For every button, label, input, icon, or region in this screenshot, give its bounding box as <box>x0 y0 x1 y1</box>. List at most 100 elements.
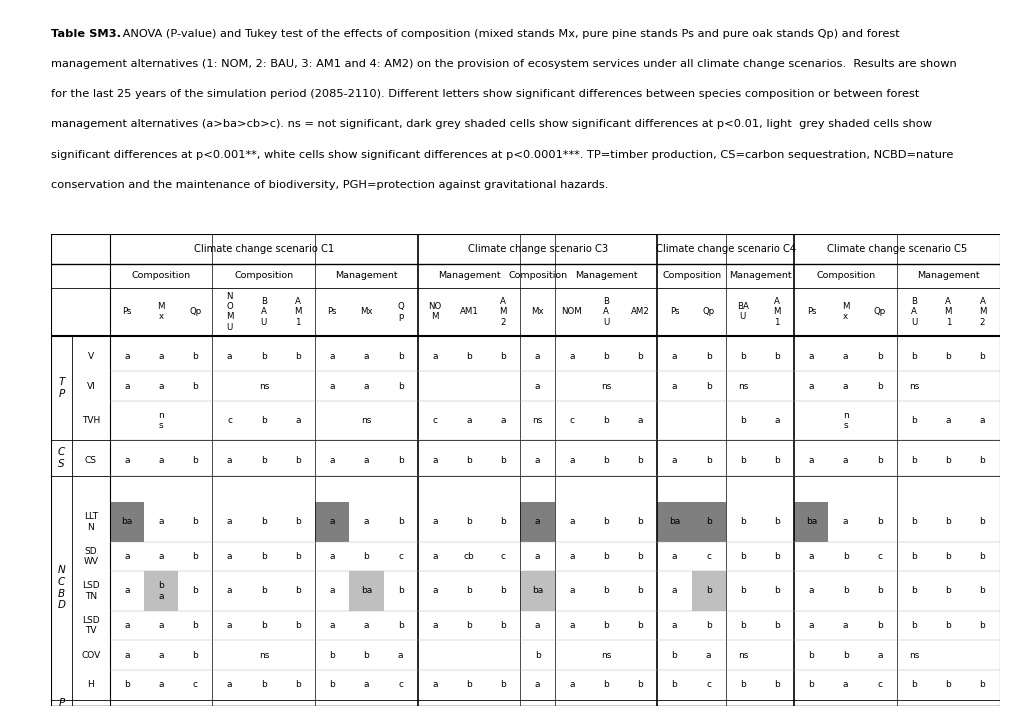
Text: b: b <box>740 416 745 425</box>
Text: b: b <box>773 552 780 561</box>
Text: b: b <box>261 552 266 561</box>
Text: b: b <box>671 680 677 690</box>
Text: b: b <box>193 382 198 390</box>
Text: SD
WV: SD WV <box>84 546 98 566</box>
Bar <box>656 502 691 541</box>
Text: b: b <box>602 621 608 630</box>
Text: b: b <box>945 552 950 561</box>
Text: b: b <box>261 456 266 465</box>
Text: ba: ba <box>361 586 372 595</box>
Text: V: V <box>88 352 94 361</box>
Text: M
x: M x <box>157 302 165 321</box>
Text: a: a <box>158 352 164 361</box>
Bar <box>691 571 726 611</box>
Text: NO
M: NO M <box>428 302 441 321</box>
Text: ba: ba <box>805 518 816 526</box>
Text: b: b <box>397 621 404 630</box>
Text: b: b <box>671 651 677 660</box>
Text: b: b <box>876 352 881 361</box>
Text: b: b <box>466 352 472 361</box>
Text: b: b <box>876 586 881 595</box>
Text: b: b <box>261 586 266 595</box>
Text: Ps: Ps <box>122 307 131 316</box>
Text: b: b <box>294 352 301 361</box>
Text: b: b <box>397 586 404 595</box>
Text: b: b <box>978 680 984 690</box>
Text: a: a <box>569 621 574 630</box>
Text: b: b <box>193 621 198 630</box>
Text: Ps: Ps <box>327 307 336 316</box>
Text: b: b <box>945 586 950 595</box>
Bar <box>794 502 827 541</box>
Bar <box>144 571 178 611</box>
Text: a: a <box>364 518 369 526</box>
Text: b: b <box>602 456 608 465</box>
Text: LSD
TV: LSD TV <box>82 616 100 635</box>
Text: b: b <box>773 680 780 690</box>
Text: a: a <box>397 651 404 660</box>
Text: b: b <box>978 456 984 465</box>
Text: b: b <box>945 621 950 630</box>
Text: LSD
TN: LSD TN <box>82 581 100 600</box>
Text: b: b <box>329 680 335 690</box>
Text: TVH: TVH <box>82 416 100 425</box>
Text: a: a <box>842 518 848 526</box>
Text: ns: ns <box>600 651 610 660</box>
Text: b: b <box>705 586 711 595</box>
Text: b: b <box>842 586 848 595</box>
Text: a: a <box>534 518 540 526</box>
Text: a: a <box>808 621 813 630</box>
Text: b: b <box>876 382 881 390</box>
Text: b: b <box>740 352 745 361</box>
Text: A
M
2: A M 2 <box>499 297 506 327</box>
Text: a: a <box>808 382 813 390</box>
Text: b: b <box>978 518 984 526</box>
Text: b: b <box>978 552 984 561</box>
Text: A
M
1: A M 1 <box>944 297 951 327</box>
Text: Mx: Mx <box>531 307 543 316</box>
Text: a: a <box>124 382 129 390</box>
Text: a: a <box>226 518 232 526</box>
Text: b: b <box>294 456 301 465</box>
Text: b: b <box>978 621 984 630</box>
Text: c: c <box>193 680 198 690</box>
Text: B
A
U: B A U <box>261 297 267 327</box>
Text: b: b <box>466 456 472 465</box>
Text: a: a <box>124 621 129 630</box>
Text: b: b <box>637 680 643 690</box>
Text: for the last 25 years of the simulation period (2085-2110). Different letters sh: for the last 25 years of the simulation … <box>51 89 918 99</box>
Text: M
x: M x <box>841 302 849 321</box>
Text: ns: ns <box>259 382 269 390</box>
Text: Composition: Composition <box>234 271 293 280</box>
Text: b: b <box>637 456 643 465</box>
Text: b: b <box>637 586 643 595</box>
Text: b: b <box>363 651 369 660</box>
Text: b: b <box>910 552 916 561</box>
Text: ns: ns <box>908 651 918 660</box>
Text: n
s: n s <box>158 411 164 431</box>
Text: a: a <box>500 416 505 425</box>
Text: significant differences at p<0.001**, white cells show significant differences a: significant differences at p<0.001**, wh… <box>51 150 953 160</box>
Text: management alternatives (a>ba>cb>c). ns = not significant, dark grey shaded cell: management alternatives (a>ba>cb>c). ns … <box>51 120 931 130</box>
Text: a: a <box>842 621 848 630</box>
Text: b: b <box>773 352 780 361</box>
Text: a: a <box>672 621 677 630</box>
Text: Composition: Composition <box>507 271 567 280</box>
Text: a: a <box>432 680 437 690</box>
Text: ba: ba <box>121 518 132 526</box>
Text: b: b <box>193 456 198 465</box>
Text: Qp: Qp <box>702 307 714 316</box>
Text: A
M
1: A M 1 <box>772 297 781 327</box>
Text: a: a <box>945 416 950 425</box>
Text: c: c <box>500 552 505 561</box>
Text: a: a <box>329 518 334 526</box>
Text: b: b <box>294 552 301 561</box>
Text: b: b <box>773 456 780 465</box>
Bar <box>110 502 144 541</box>
Text: b: b <box>740 586 745 595</box>
Text: ns: ns <box>737 382 747 390</box>
Text: a: a <box>534 680 540 690</box>
Text: a: a <box>329 552 334 561</box>
Text: a: a <box>124 651 129 660</box>
Text: a: a <box>364 680 369 690</box>
